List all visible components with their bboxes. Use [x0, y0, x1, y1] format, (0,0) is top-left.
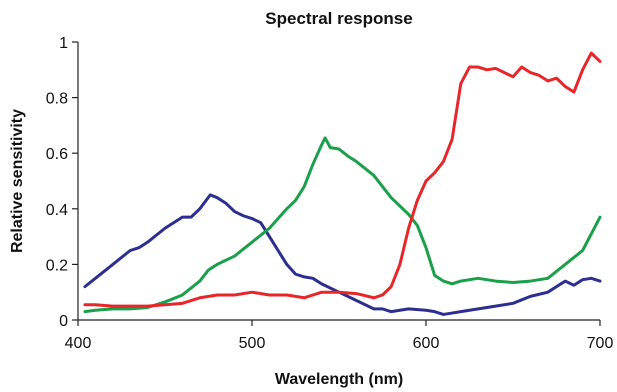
y-tick-label: 0.4 — [46, 202, 68, 219]
axes-layer: 0 0.2 0.4 0.6 0.8 1 400 500 600 700 — [46, 35, 614, 352]
chart-title: Spectral response — [265, 9, 412, 28]
x-axis-title: Wavelength (nm) — [275, 371, 403, 388]
series-layer — [83, 51, 602, 316]
y-tick-label: 0.6 — [46, 146, 68, 163]
x-tick-label: 600 — [413, 335, 440, 352]
y-tick-label: 0.2 — [46, 257, 68, 274]
x-tick-label: 500 — [239, 335, 266, 352]
x-tick-label: 700 — [587, 335, 614, 352]
series-line-1 — [83, 136, 602, 314]
y-tick-label: 1 — [59, 35, 68, 52]
y-tick-label: 0 — [59, 313, 68, 330]
series-line-0 — [83, 193, 602, 316]
x-tick-label: 400 — [65, 335, 92, 352]
y-axis-title: Relative sensitivity — [9, 109, 26, 253]
y-tick-label: 0.8 — [46, 91, 68, 108]
series-line-2 — [83, 51, 602, 308]
